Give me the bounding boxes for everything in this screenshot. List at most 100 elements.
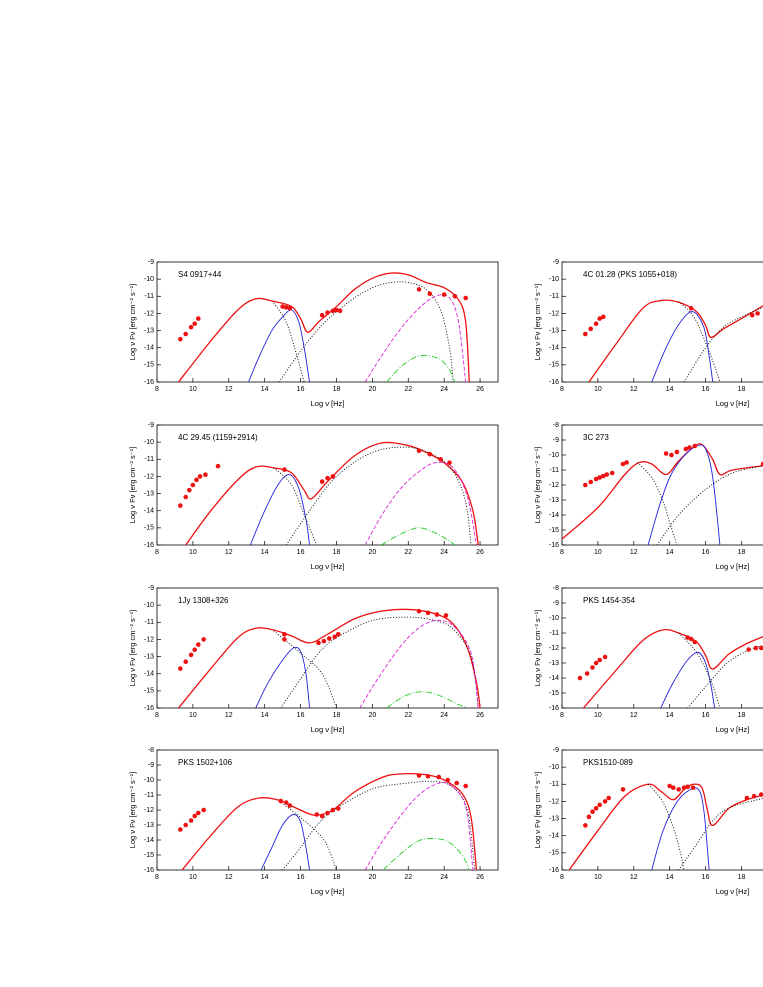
model-curve [651,311,714,382]
x-axis-label: Log ν [Hz] [311,887,345,896]
y-axis-label: Log ν Fν [erg cm⁻² s⁻¹] [533,447,542,524]
panel-title: 4C 01.28 (PKS 1055+018) [583,270,677,279]
y-tick-label: -14 [144,508,154,515]
data-point [593,805,599,811]
data-point [590,665,595,670]
x-tick-label: 20 [368,874,376,881]
y-tick-label: -8 [148,747,154,754]
y-tick-label: -12 [144,636,154,643]
data-point [187,487,192,493]
plot-area [178,441,479,545]
model-curve [678,632,721,708]
data-point [326,636,332,641]
data-point [667,783,672,789]
y-tick-label: -15 [549,850,559,857]
data-point [593,321,599,327]
model-curve [651,787,710,870]
data-point [690,785,696,791]
data-point [452,293,458,299]
data-point [195,316,201,321]
data-point [434,612,440,617]
data-point [597,316,602,321]
plot-frame [156,587,499,709]
y-tick-label: -10 [144,602,154,609]
x-tick-label: 18 [333,386,341,393]
y-tick-label: -8 [553,422,559,429]
y-tick-label: -12 [144,807,154,814]
data-point [321,638,327,644]
data-point [692,443,698,449]
data-point [287,803,293,808]
y-tick-label: -14 [549,675,559,682]
model-curve [359,619,479,708]
y-tick-label: -13 [549,497,559,504]
y-tick-label: -14 [144,345,154,352]
x-tick-label: 16 [702,874,710,881]
data-point [283,305,289,310]
model-curve [562,443,763,540]
y-tick-label: -14 [549,345,559,352]
data-point [325,475,330,481]
data-point [597,475,602,480]
y-tick-label: -14 [549,833,559,840]
data-point [178,827,183,832]
x-tick-label: 18 [738,874,746,881]
data-point [692,639,698,645]
data-point [195,642,201,647]
data-point [314,812,320,817]
data-point [319,312,325,318]
plot-frame [156,261,499,383]
model-curve [382,838,470,870]
x-tick-label: 12 [630,874,638,881]
x-tick-label: 10 [189,549,197,556]
panel-title: 1Jy 1308+326 [178,596,229,605]
panel-title: PKS 1502+106 [178,758,233,767]
data-point [427,291,433,297]
data-point [178,336,183,342]
x-tick-label: 14 [666,386,674,393]
x-tick-label: 14 [261,549,269,556]
x-tick-label: 12 [225,386,233,393]
y-tick-label: -11 [549,781,559,788]
plot-area [583,299,763,382]
plot-frame [156,749,499,871]
data-point [416,608,422,614]
y-tick-label: -9 [148,762,154,769]
y-tick-label: -13 [144,327,154,334]
x-tick-label: 10 [594,874,602,881]
y-tick-label: -10 [144,439,154,446]
model-curve [364,461,477,545]
model-curve [683,306,763,382]
y-tick-label: -12 [549,645,559,652]
model-curve [647,444,721,545]
data-point [624,460,629,465]
y-tick-label: -9 [553,259,559,266]
x-tick-label: 18 [738,386,746,393]
data-point [183,822,189,828]
panel: 8101214161820222426-16-15-14-13-12-11-10… [533,422,763,571]
data-point [687,445,692,450]
y-tick-label: -9 [553,600,559,607]
data-point [674,449,680,455]
y-tick-label: -10 [144,777,154,784]
x-tick-label: 24 [440,549,448,556]
y-tick-label: -15 [549,362,559,369]
x-axis-label: Log ν [Hz] [311,725,345,734]
data-point [681,785,687,791]
data-point [583,331,588,337]
data-point [335,806,341,811]
y-tick-label: -8 [553,585,559,592]
data-point [325,310,330,315]
y-tick-label: -11 [144,619,154,626]
y-tick-label: -9 [148,259,154,266]
model-curve [386,691,468,708]
x-tick-label: 10 [189,712,197,719]
model-curve [273,302,305,382]
model-curve [386,354,456,382]
data-point [183,331,189,337]
data-point [194,477,199,483]
x-tick-label: 12 [225,712,233,719]
data-point [197,474,203,479]
model-curve [185,441,479,545]
data-point [669,452,674,458]
